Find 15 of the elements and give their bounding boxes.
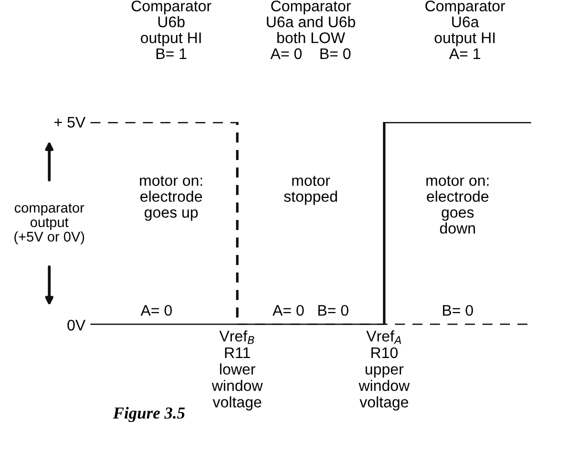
- y-tick-label: + 5V: [54, 116, 86, 128]
- x-tick-label: Vref$_{B}$ R11 lower window voltage: [212, 330, 263, 411]
- annotation: B= 0: [442, 304, 473, 316]
- annotation: motor on: electrode goes up: [140, 176, 202, 221]
- text: Comparator U6b output HI B= 1: [132, 0, 212, 59]
- text: Comparator U6a and U6b both LOW A= 0 B= 0: [266, 0, 356, 60]
- annotation: motor on: electrode goes down: [426, 176, 489, 234]
- x-tick-label: Vref$_{A}$ R10 upper window voltage: [358, 330, 410, 411]
- annotation: A= 0: [140, 304, 172, 316]
- y-tick-label: 0V: [67, 320, 86, 331]
- annotation: comparator output (+5V or 0V): [14, 204, 84, 244]
- annotation: motor stopped: [284, 176, 337, 205]
- caption: Figure 3.5: [112, 406, 185, 422]
- text: Comparator U6a output HI A= 1: [425, 0, 506, 59]
- annotation: A= 0 B= 0: [272, 304, 348, 316]
